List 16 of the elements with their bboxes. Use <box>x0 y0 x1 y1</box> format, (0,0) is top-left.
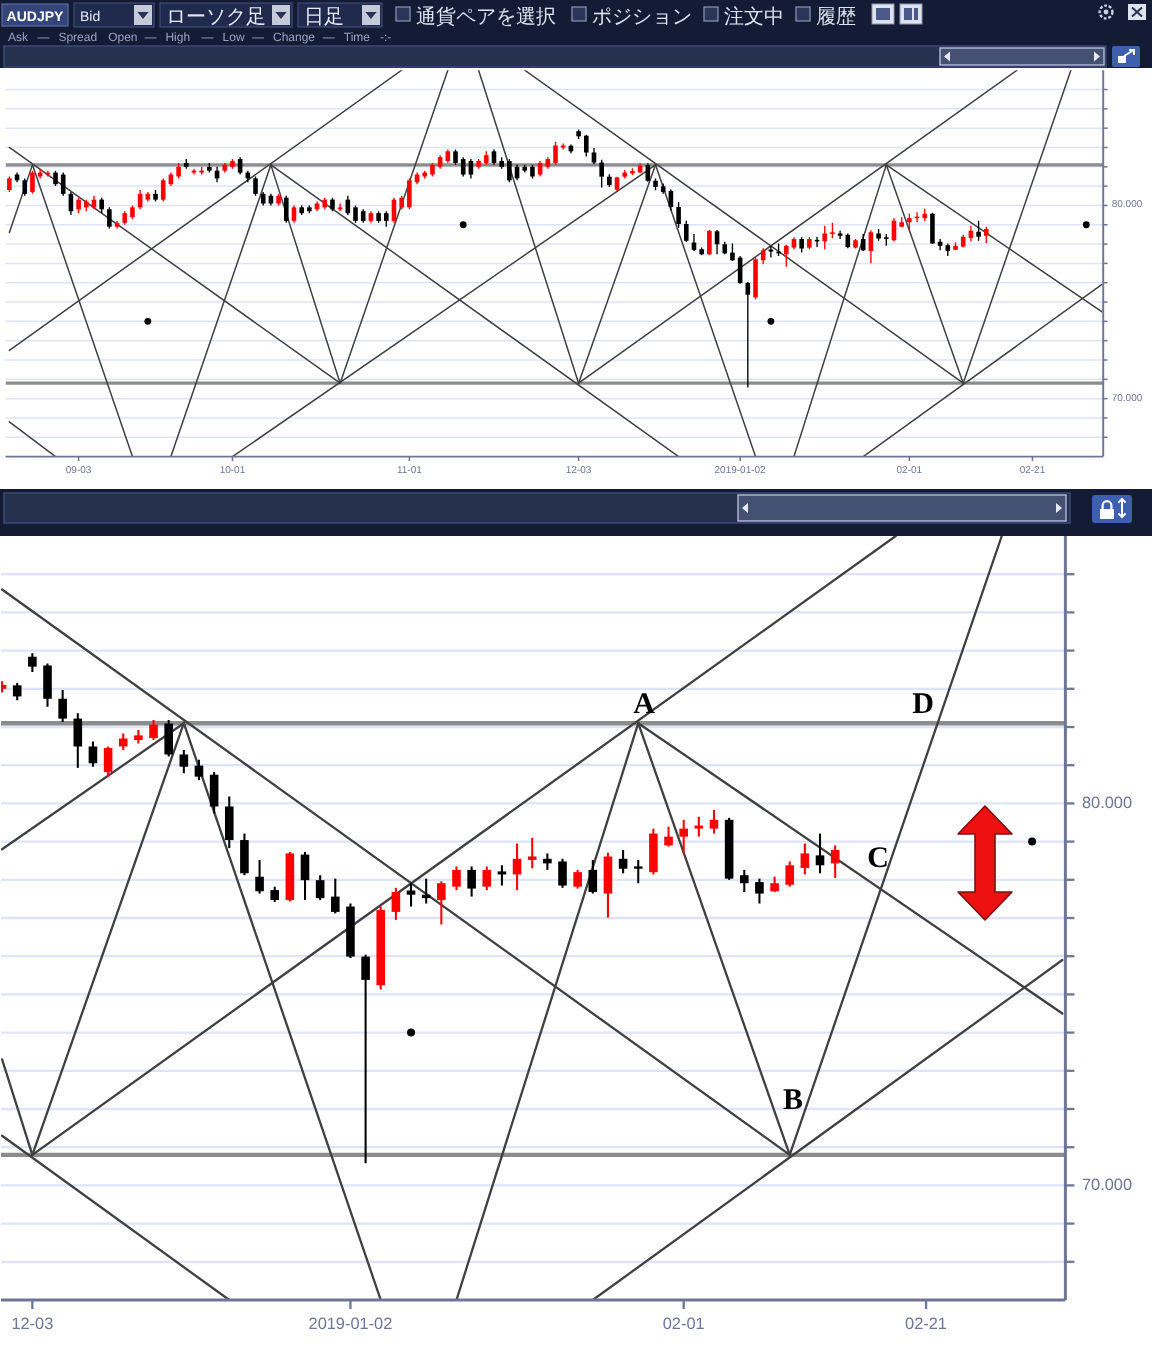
text: 履歴 <box>816 7 856 29</box>
text: ポジション <box>592 7 692 29</box>
text: 日足 <box>304 7 344 29</box>
y-tick-label: 70.000 <box>1081 1176 1133 1195</box>
annotation: D <box>912 689 935 721</box>
x-tick-label: 12-03 <box>11 1315 55 1333</box>
x-tick-label: 2019-01-02 <box>308 1315 394 1333</box>
annotation: A <box>633 689 656 721</box>
annotation: B <box>782 1085 804 1117</box>
x-tick-label: 02-21 <box>905 1315 948 1333</box>
text: 通貨ペアを選択 <box>416 5 556 29</box>
text: 注文中 <box>724 5 784 29</box>
text: ローソク足 <box>166 7 266 29</box>
x-tick-label: 02-01 <box>662 1315 706 1333</box>
annotation: C <box>867 843 889 875</box>
y-tick-label: 80.000 <box>1081 794 1133 813</box>
